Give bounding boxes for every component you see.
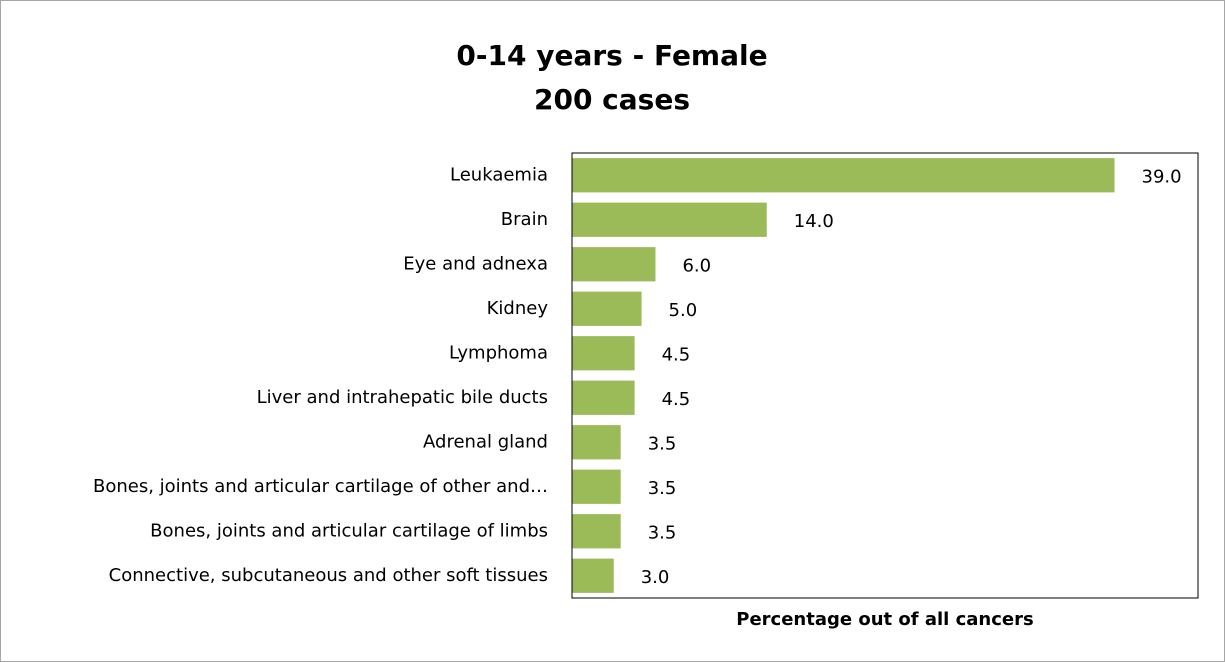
value-label: 14.0 <box>794 211 834 232</box>
bar <box>572 380 635 415</box>
value-label: 3.0 <box>641 567 670 588</box>
y-tick-label: Adrenal gland <box>423 431 548 452</box>
value-label: 3.5 <box>648 522 677 543</box>
y-tick-label: Brain <box>501 209 548 230</box>
value-label: 4.5 <box>662 389 691 410</box>
bar <box>572 291 642 326</box>
y-tick-label: Liver and intrahepatic bile ducts <box>257 387 548 408</box>
y-tick-label: Eye and adnexa <box>403 253 548 274</box>
bar <box>572 558 614 593</box>
chart-title: 0-14 years - Female <box>456 39 767 72</box>
value-label: 4.5 <box>662 344 691 365</box>
y-tick-label: Leukaemia <box>450 164 548 185</box>
y-tick-label: Bones, joints and articular cartilage of… <box>150 520 548 541</box>
bar <box>572 202 767 237</box>
bar <box>572 247 656 282</box>
value-label: 39.0 <box>1142 166 1182 187</box>
plot-area <box>571 152 1199 599</box>
bar <box>572 469 621 504</box>
value-label: 3.5 <box>648 433 677 454</box>
y-tick-label: Lymphoma <box>449 342 548 363</box>
bar <box>572 158 1115 193</box>
x-axis-label: Percentage out of all cancers <box>736 609 1033 630</box>
bar <box>572 514 621 549</box>
bar <box>572 425 621 460</box>
value-label: 6.0 <box>682 255 711 276</box>
bar <box>572 336 635 371</box>
y-tick-label: Bones, joints and articular cartilage of… <box>93 476 548 497</box>
value-label: 3.5 <box>648 478 677 499</box>
value-label: 5.0 <box>669 300 698 321</box>
y-tick-label: Connective, subcutaneous and other soft … <box>109 565 548 586</box>
y-tick-label: Kidney <box>487 298 549 319</box>
chart-subtitle: 200 cases <box>534 83 690 116</box>
